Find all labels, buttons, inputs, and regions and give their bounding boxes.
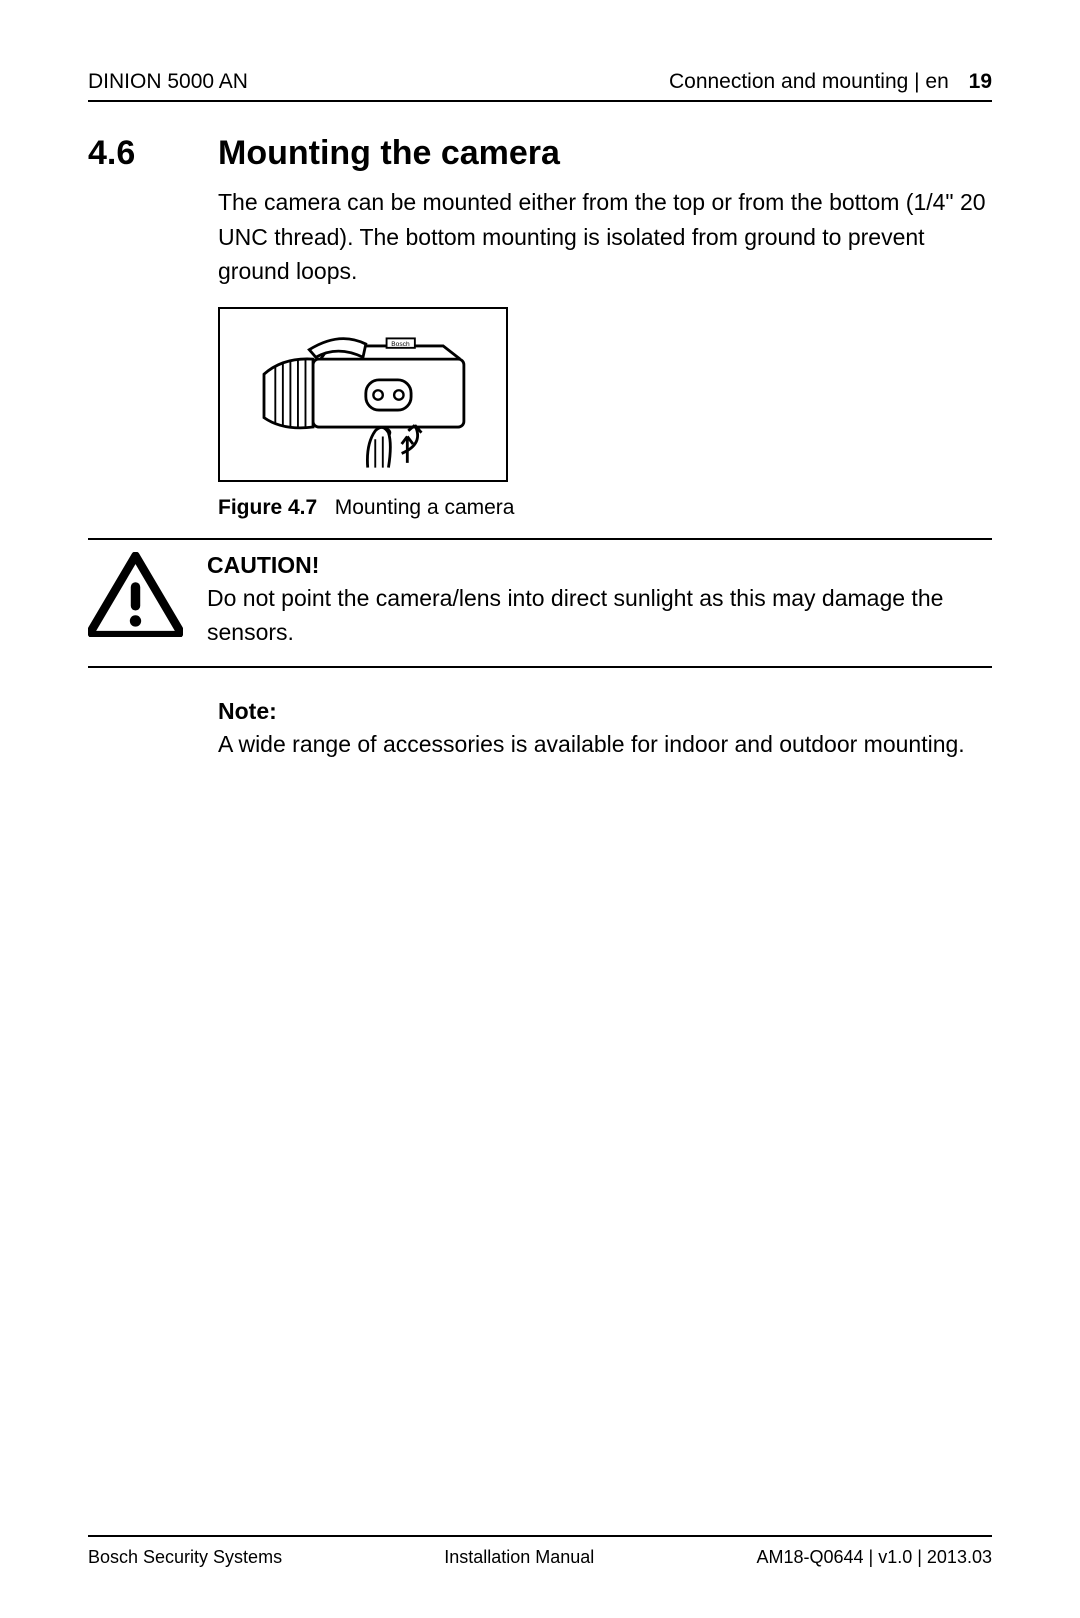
page-footer: Bosch Security Systems Installation Manu… <box>88 1535 992 1568</box>
page-header: DINION 5000 AN Connection and mounting |… <box>88 70 992 102</box>
section-title: Mounting the camera <box>218 134 560 173</box>
page-content: 4.6 Mounting the camera The camera can b… <box>88 102 992 1535</box>
figure-caption-text: Mounting a camera <box>335 496 515 519</box>
footer-doc-type: Installation Manual <box>444 1547 594 1568</box>
figure-image: Bosch <box>218 307 508 482</box>
figure-caption: Figure 4.7 Mounting a camera <box>218 496 992 520</box>
header-product: DINION 5000 AN <box>88 70 248 94</box>
header-chapter: Connection and mounting | en 19 <box>669 70 992 94</box>
warning-icon <box>88 552 183 637</box>
svg-text:Bosch: Bosch <box>391 340 410 347</box>
caution-block: CAUTION! Do not point the camera/lens in… <box>88 538 992 668</box>
note-title: Note: <box>218 698 992 725</box>
caution-title: CAUTION! <box>207 552 992 579</box>
figure-label: Figure 4.7 <box>218 496 317 519</box>
caution-body: Do not point the camera/lens into direct… <box>207 581 992 650</box>
section-number: 4.6 <box>88 134 158 173</box>
camera-mount-illustration: Bosch <box>223 312 503 477</box>
section-body: The camera can be mounted either from th… <box>218 185 992 289</box>
note-body: A wide range of accessories is available… <box>218 727 992 762</box>
section-heading: 4.6 Mounting the camera <box>88 134 992 173</box>
header-chapter-text: Connection and mounting | en <box>669 70 949 93</box>
footer-doc-id: AM18-Q0644 | v1.0 | 2013.03 <box>756 1547 992 1568</box>
caution-text: CAUTION! Do not point the camera/lens in… <box>207 552 992 650</box>
note-block: Note: A wide range of accessories is ava… <box>218 698 992 762</box>
page-number: 19 <box>969 70 992 93</box>
footer-company: Bosch Security Systems <box>88 1547 282 1568</box>
